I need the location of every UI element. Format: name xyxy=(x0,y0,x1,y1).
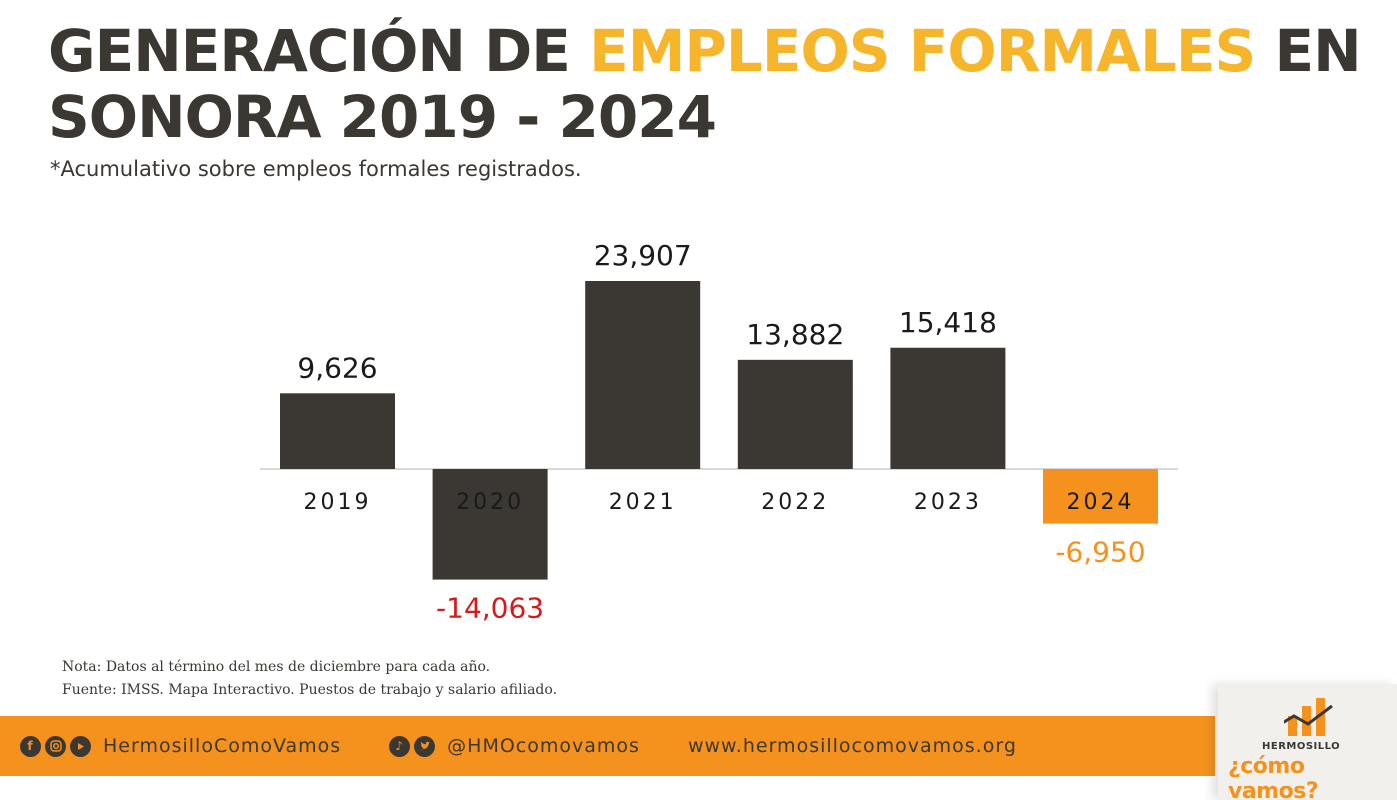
tick-label-2023: 2023 xyxy=(914,490,982,515)
logo-mark-icon xyxy=(1284,698,1333,736)
data-label-2022: 13,882 xyxy=(746,318,844,351)
note-text: Nota: Datos al término del mes de diciem… xyxy=(62,659,491,675)
bar-2020 xyxy=(432,469,548,580)
bar-2023 xyxy=(890,347,1006,469)
page-title: GENERACIÓN DE EMPLEOS FORMALES EN SONORA… xyxy=(48,18,1368,150)
facebook-icon[interactable]: f xyxy=(20,735,41,757)
footer-bar: f HermosilloComoVamos ♪ @HMOcomovamos ww… xyxy=(0,716,1215,776)
tick-label-2021: 2021 xyxy=(609,490,677,515)
data-label-2019: 9,626 xyxy=(297,351,377,384)
tick-label-2020: 2020 xyxy=(456,490,524,515)
data-label-2024: -6,950 xyxy=(1055,536,1145,569)
website-link[interactable]: www.hermosillocomovamos.org xyxy=(687,735,1017,757)
data-label-2021: 23,907 xyxy=(594,239,692,272)
footer-website-group: www.hermosillocomovamos.org xyxy=(688,735,1017,757)
page-subtitle: *Acumulativo sobre empleos formales regi… xyxy=(50,157,582,181)
bar-chart: 2019 9,626 2020 -14,063 2021 23,907 2022 13,882… xyxy=(260,239,1178,625)
bar-2019 xyxy=(280,393,395,469)
logo-small-text: HERMOSILLO xyxy=(1262,741,1341,752)
title-part1: GENERACIÓN DE xyxy=(48,17,590,85)
bar-2022 xyxy=(737,359,853,469)
bar-2021 xyxy=(585,281,701,469)
footer-twitter-group: ♪ @HMOcomovamos xyxy=(389,735,640,757)
source-text: Fuente: IMSS. Mapa Interactivo. Puestos … xyxy=(62,682,558,698)
tick-label-2019: 2019 xyxy=(304,490,372,515)
brand-logo: HERMOSILLO ¿cómo vamos? xyxy=(1218,684,1397,800)
tick-label-2024: 2024 xyxy=(1067,490,1135,515)
twitter-handle-link[interactable]: @HMOcomovamos xyxy=(447,735,640,757)
facebook-handle-link[interactable]: HermosilloComoVamos xyxy=(103,735,342,757)
logo-big-text: ¿cómo vamos? xyxy=(1228,754,1319,800)
youtube-icon[interactable] xyxy=(70,735,91,757)
data-label-2023: 15,418 xyxy=(899,306,997,339)
bar-2024 xyxy=(1043,469,1158,524)
footer-social-group: f HermosilloComoVamos xyxy=(20,735,341,757)
tiktok-icon[interactable]: ♪ xyxy=(389,735,411,757)
data-label-2020: -14,063 xyxy=(436,592,544,625)
title-highlight: EMPLEOS FORMALES xyxy=(589,17,1256,85)
twitter-icon[interactable] xyxy=(414,735,436,757)
instagram-icon[interactable] xyxy=(45,735,66,757)
title-part2: EN SONORA 2019 - 2024 xyxy=(48,17,1362,151)
chart-notes: Nota: Datos al término del mes de diciem… xyxy=(62,656,557,702)
tick-label-2022: 2022 xyxy=(761,490,829,515)
